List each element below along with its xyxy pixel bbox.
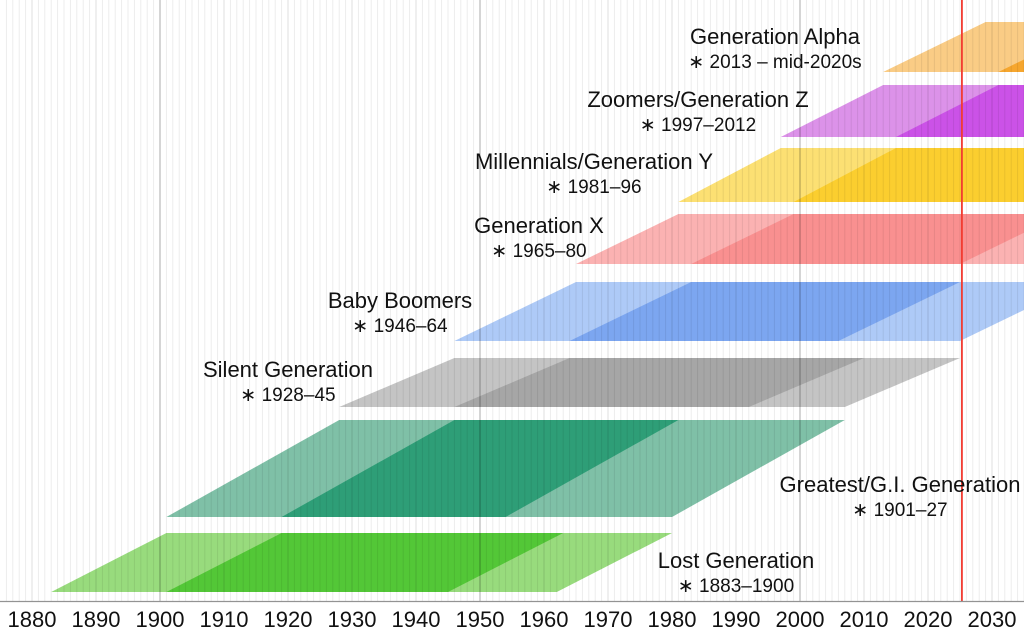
generation-band-dark-0 — [166, 533, 564, 592]
generation-band-dark-1 — [281, 420, 679, 517]
generation-band-dark-7 — [998, 59, 1024, 72]
generation-band-dark-2 — [454, 358, 864, 407]
generation-band-dark-4 — [691, 214, 1024, 264]
generation-band-dark-6 — [896, 85, 1024, 137]
generation-band-dark-5 — [793, 148, 1024, 202]
generation-band-light-7 — [883, 22, 1024, 72]
generation-band-dark-3 — [569, 282, 960, 341]
